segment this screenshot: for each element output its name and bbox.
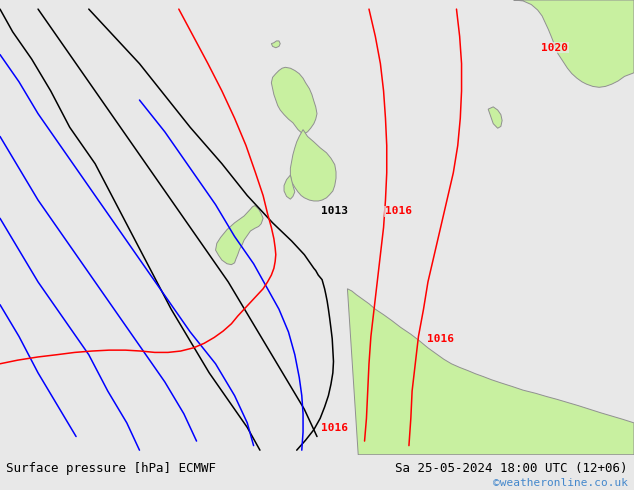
Polygon shape <box>271 41 280 48</box>
Polygon shape <box>284 175 295 199</box>
Polygon shape <box>514 0 634 87</box>
Polygon shape <box>216 205 263 265</box>
Text: 1016: 1016 <box>427 334 454 344</box>
Polygon shape <box>347 289 634 455</box>
Text: ©weatheronline.co.uk: ©weatheronline.co.uk <box>493 478 628 488</box>
Polygon shape <box>290 129 336 201</box>
Text: Surface pressure [hPa] ECMWF: Surface pressure [hPa] ECMWF <box>6 462 216 475</box>
Polygon shape <box>488 107 502 128</box>
Text: 1016: 1016 <box>385 206 411 217</box>
Text: 1013: 1013 <box>321 206 348 217</box>
Text: Sa 25-05-2024 18:00 UTC (12+06): Sa 25-05-2024 18:00 UTC (12+06) <box>395 462 628 475</box>
Text: 1020: 1020 <box>541 43 568 53</box>
Polygon shape <box>271 67 317 134</box>
Text: 1016: 1016 <box>321 423 348 433</box>
